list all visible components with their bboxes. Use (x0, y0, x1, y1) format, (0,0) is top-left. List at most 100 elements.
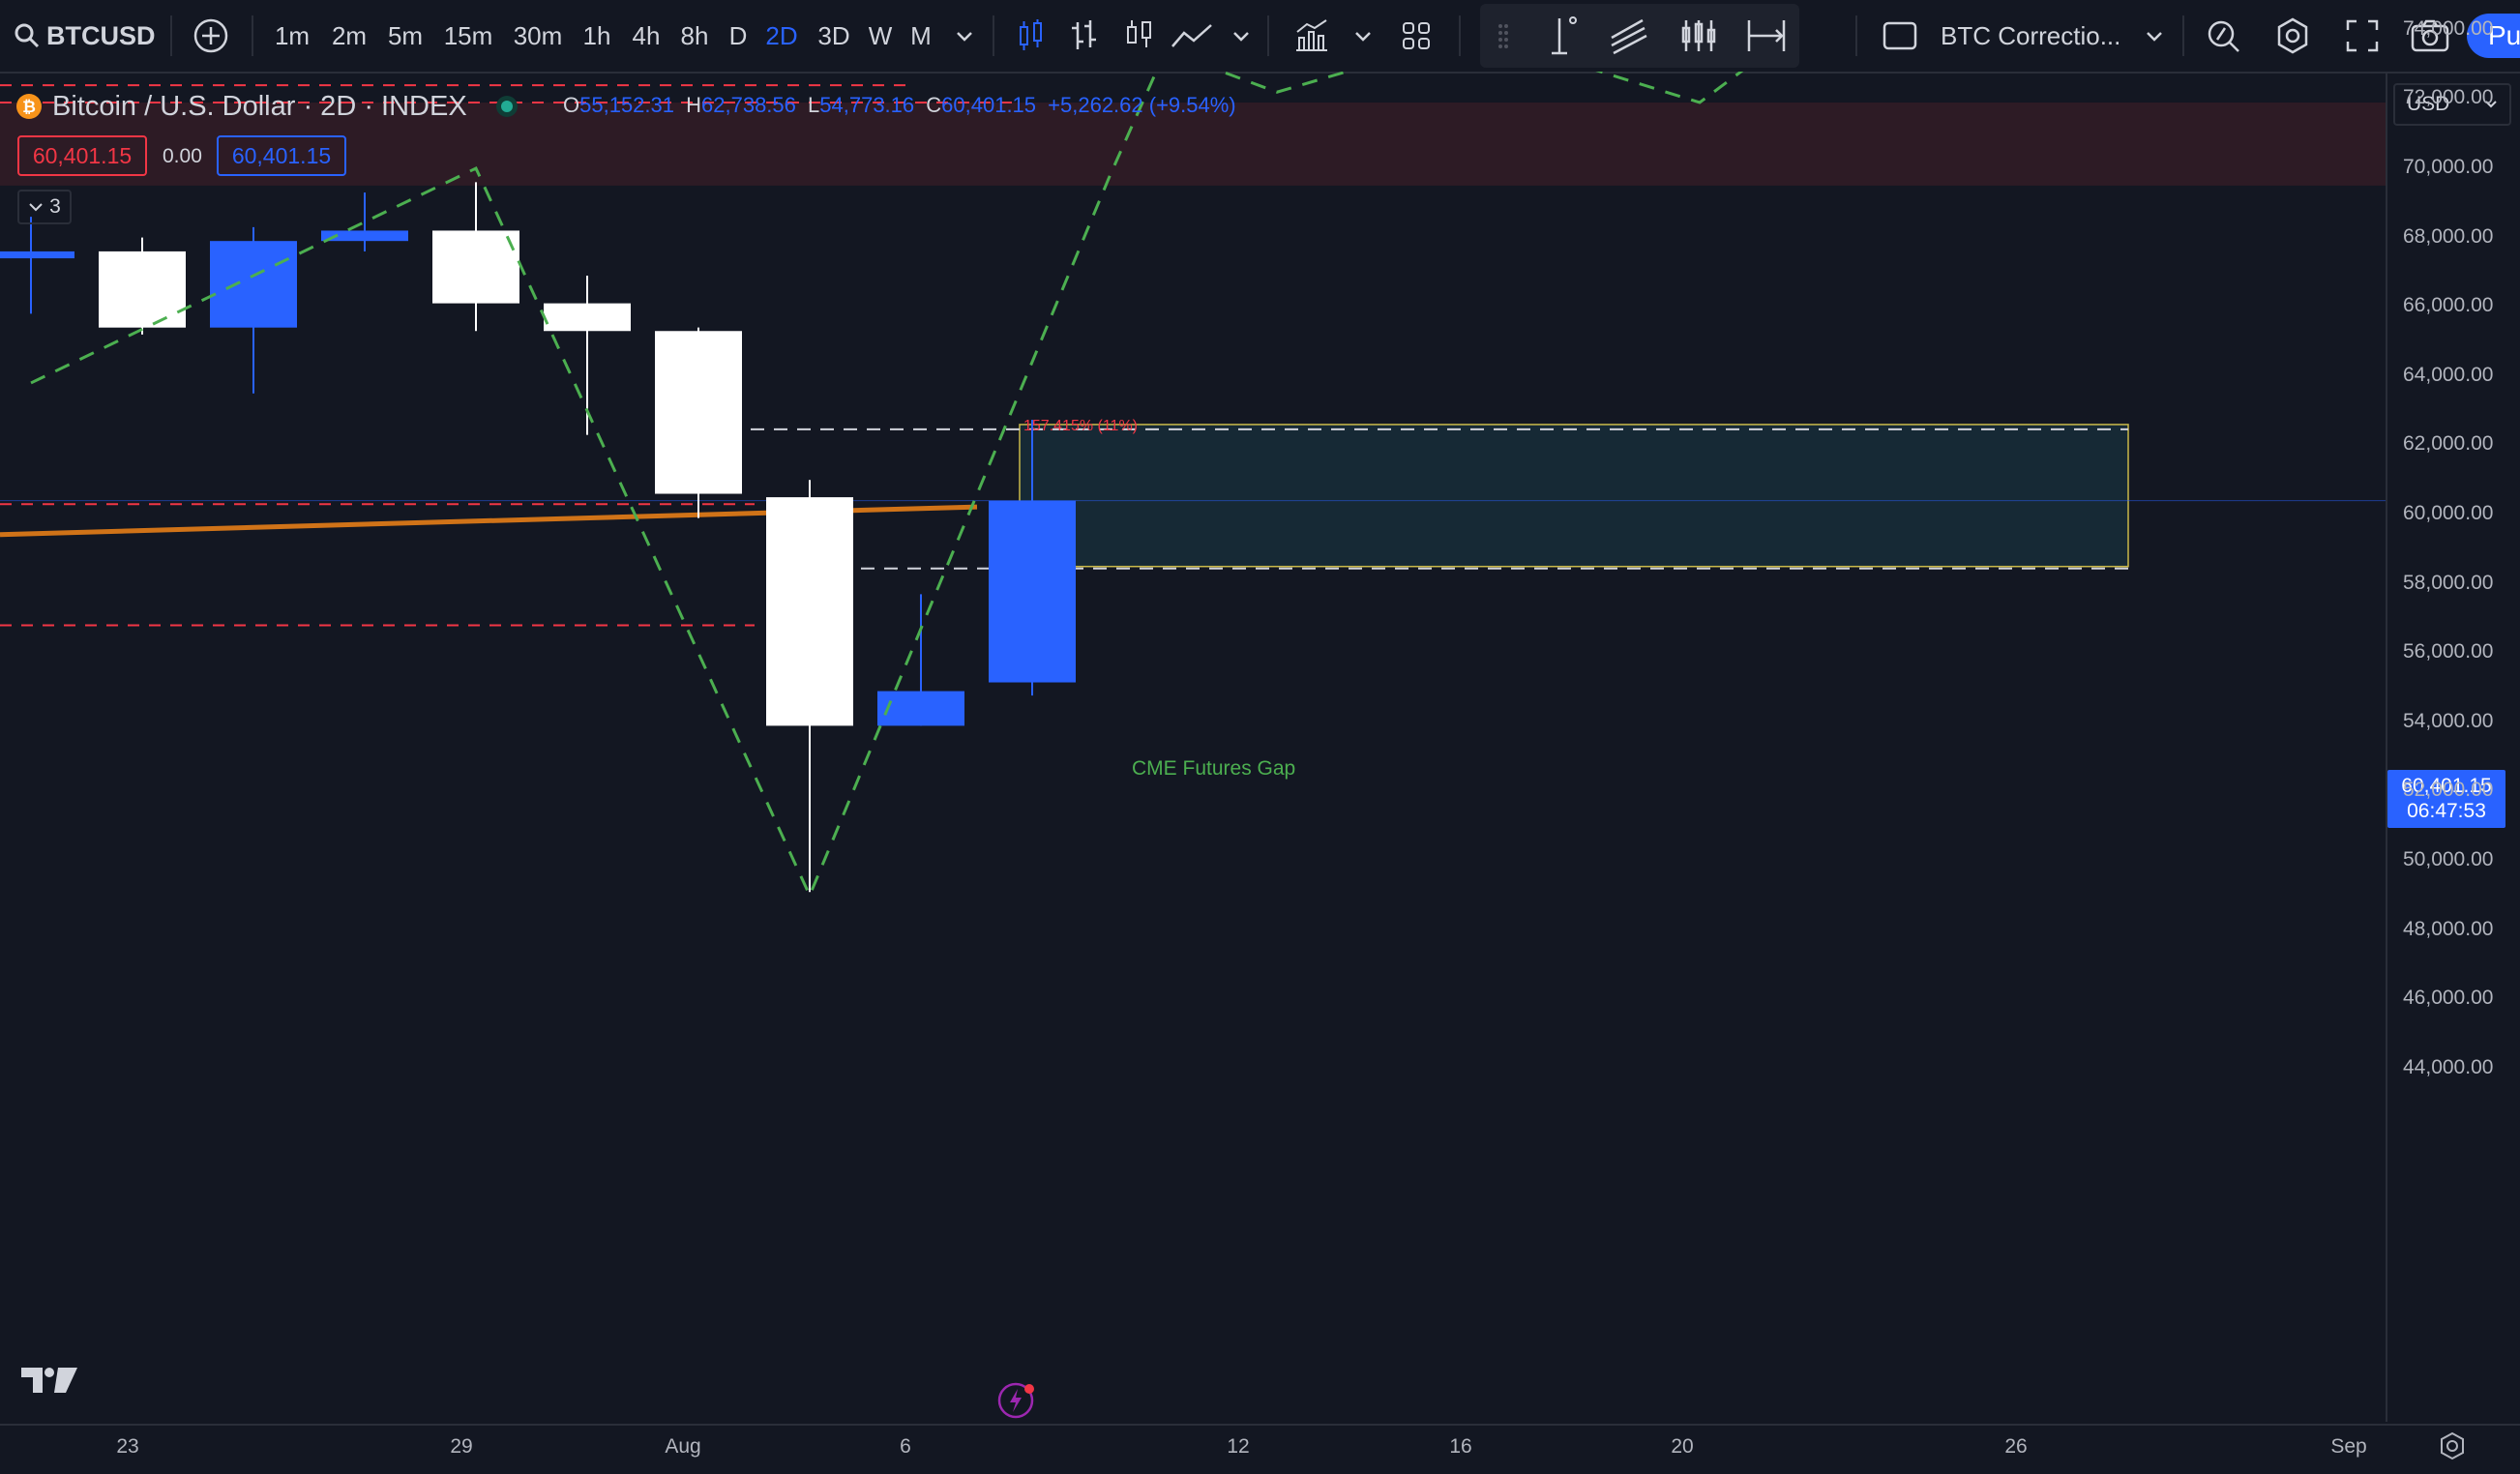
sell-button[interactable]: 60,401.15 (17, 135, 147, 176)
market-status-icon[interactable] (494, 94, 519, 119)
candle-body (655, 331, 742, 494)
lightning-icon (997, 1382, 1034, 1419)
currency-select[interactable]: USD (2393, 83, 2511, 126)
price-tick: 48,000.00 (2403, 917, 2494, 940)
time-tick: 12 (1227, 1435, 1250, 1458)
axis-settings-button[interactable] (2438, 1431, 2467, 1465)
candle-body (432, 230, 519, 304)
close-value: 60,401.15 (941, 93, 1037, 117)
indicators-icon (1296, 19, 1327, 51)
symbol-title[interactable]: Bitcoin / U.S. Dollar · 2D · INDEX (52, 90, 467, 122)
timeframe-2m[interactable]: 2m (331, 20, 368, 50)
svg-text:₿: ₿ (22, 98, 36, 116)
time-tick: Sep (2330, 1435, 2367, 1458)
indicators-collapse-button[interactable]: 3 (17, 190, 72, 224)
events-icon[interactable] (996, 1379, 1039, 1427)
hollow-candles-button[interactable] (1120, 0, 1159, 72)
high-value: 62,738.56 (701, 93, 796, 117)
price-tick: 74,000.00 (2403, 16, 2494, 40)
candle-body (321, 230, 408, 242)
candle-body (989, 500, 1076, 683)
fib-extension-label[interactable]: 157.415% (11%) (1023, 418, 1138, 434)
timeframe-1h[interactable]: 1h (582, 20, 611, 50)
ohlc-values: O55,152.31 H62,738.56 L54,773.16 C60,401… (563, 93, 1236, 118)
publish-button[interactable]: Pu (2467, 14, 2520, 58)
chevron-down-icon (29, 203, 43, 212)
timeframe-1m[interactable]: 1m (274, 20, 311, 50)
tradingview-logo[interactable] (21, 1366, 77, 1400)
bars-chart-type-button[interactable] (1064, 0, 1103, 72)
time-axis[interactable] (0, 1424, 2520, 1474)
timeframe-30m[interactable]: 30m (513, 20, 563, 50)
price-tick: 62,000.00 (2403, 432, 2494, 456)
price-axis[interactable] (2386, 72, 2520, 1422)
settings-button[interactable] (2271, 0, 2314, 72)
layout-dropdown[interactable] (2140, 0, 2169, 72)
layout-icon (1883, 21, 1917, 50)
spread-value: 0.00 (163, 145, 202, 167)
grid-layout-icon (1403, 22, 1430, 49)
date-range-icon (1747, 20, 1786, 51)
price-tick: 44,000.00 (2403, 1055, 2494, 1078)
line-chart-type-button[interactable] (1169, 0, 1215, 72)
timeframe-15m[interactable]: 15m (443, 20, 493, 50)
vertical-line-tool-button[interactable] (1536, 0, 1583, 72)
parallel-channel-icon (1611, 18, 1647, 55)
timeframe-d[interactable]: D (728, 20, 748, 50)
high-label: H (686, 93, 702, 117)
timeframe-3d[interactable]: 3D (817, 20, 850, 50)
chevron-down-icon (1233, 32, 1249, 42)
chart-legend: ₿ Bitcoin / U.S. Dollar · 2D · INDEX (15, 87, 519, 126)
timeframe-dropdown-chevron[interactable] (950, 0, 979, 72)
price-tick: 64,000.00 (2403, 363, 2494, 386)
current-price-value: 60,401.15 (2401, 775, 2492, 797)
buy-button[interactable]: 60,401.15 (217, 135, 346, 176)
candles-chart-type-button[interactable] (1012, 0, 1051, 72)
candle-body (877, 691, 964, 726)
layout-name-button[interactable]: BTC Correctio... (1941, 20, 2121, 50)
indicators-button[interactable] (1290, 0, 1333, 72)
drag-dots-icon (1498, 24, 1508, 48)
snapshot-button[interactable] (2409, 0, 2451, 72)
chevron-down-icon (957, 32, 972, 42)
cme-gap-label[interactable]: CME Futures Gap (1132, 757, 1296, 780)
drawing-tools-panel (1480, 4, 1799, 68)
indicators-dropdown[interactable] (1349, 0, 1378, 72)
candle-body (544, 303, 631, 332)
fullscreen-icon (2346, 19, 2379, 52)
currency-label: USD (2407, 93, 2450, 115)
price-chart[interactable] (0, 72, 2386, 1422)
candles-icon (1020, 19, 1042, 50)
tradingview-logo-icon (21, 1368, 77, 1393)
fib-tool-button[interactable] (1675, 0, 1722, 72)
candle-body (766, 497, 853, 726)
layout-checkbox[interactable] (1881, 0, 1919, 72)
timeframe-4h[interactable]: 4h (632, 20, 661, 50)
quick-search-button[interactable] (2202, 0, 2244, 72)
low-label: L (808, 93, 820, 117)
current-price-label: 60,401.15 06:47:53 (2387, 770, 2505, 828)
timeframe-m[interactable]: M (910, 20, 932, 50)
layouts-button[interactable] (1397, 0, 1436, 72)
drag-handle-icon[interactable] (1492, 0, 1515, 72)
open-value: 55,152.31 (579, 93, 674, 117)
time-tick: Aug (665, 1435, 701, 1458)
symbol-search-button[interactable]: BTCUSD (14, 0, 159, 72)
time-tick: 6 (900, 1435, 911, 1458)
timeframe-2d[interactable]: 2D (765, 20, 798, 50)
timeframe-5m[interactable]: 5m (387, 20, 424, 50)
timeframe-w[interactable]: W (868, 20, 893, 50)
price-tick: 66,000.00 (2403, 294, 2494, 317)
timeframe-8h[interactable]: 8h (680, 20, 709, 50)
close-label: C (926, 93, 942, 117)
time-tick: 16 (1449, 1435, 1472, 1458)
price-tick: 54,000.00 (2403, 709, 2494, 732)
channel-tool-button[interactable] (1606, 0, 1652, 72)
time-tick: 23 (116, 1435, 139, 1458)
fullscreen-button[interactable] (2341, 0, 2384, 72)
line-tool-icon (1552, 16, 1577, 55)
compare-add-button[interactable] (186, 0, 236, 72)
measure-tool-button[interactable] (1743, 0, 1790, 72)
chart-type-dropdown[interactable] (1227, 0, 1256, 72)
top-toolbar: BTCUSD (0, 0, 2520, 74)
